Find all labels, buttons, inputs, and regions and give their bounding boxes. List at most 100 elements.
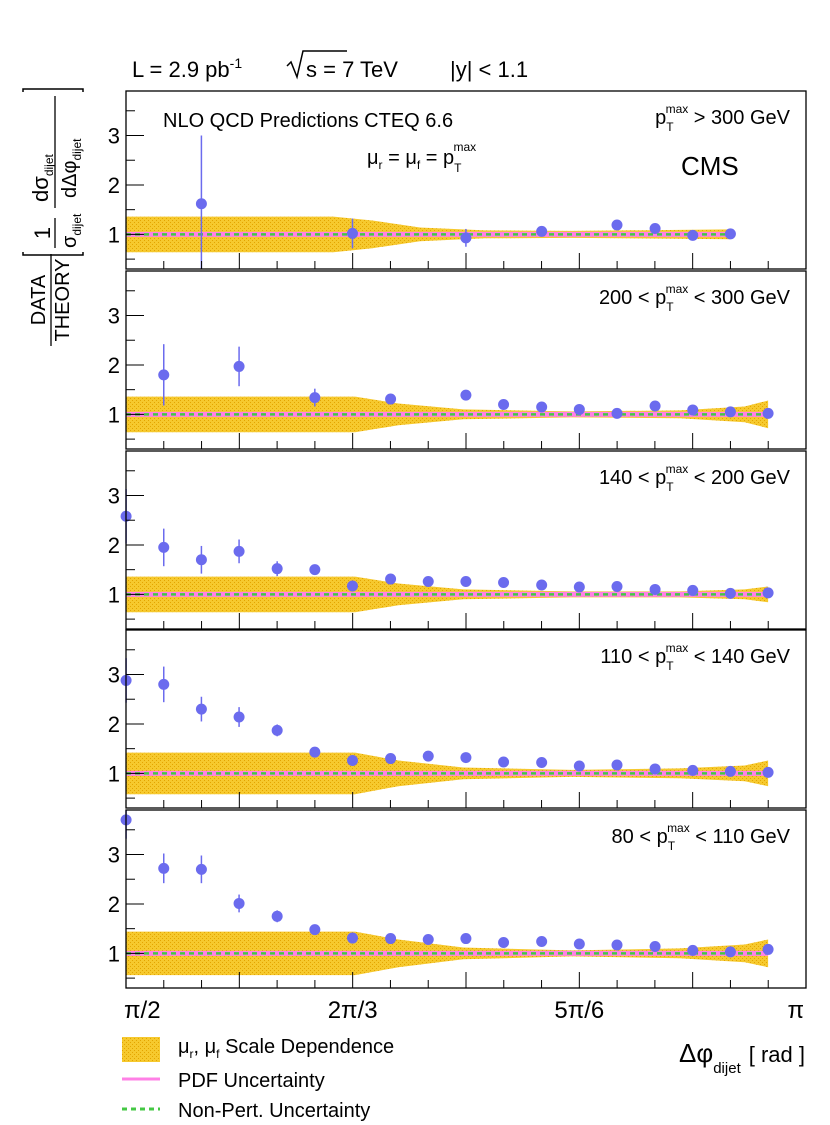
svg-text:dσdijet: dσdijet: [28, 153, 56, 202]
y-tick-label: 2: [108, 533, 120, 558]
svg-text:s = 7 TeV: s = 7 TeV: [306, 57, 398, 82]
data-point: [195, 863, 207, 875]
data-point: [460, 389, 472, 401]
data-point: [573, 581, 585, 593]
data-point: [649, 583, 661, 595]
y-axis-label: 1 σdijet dσdijet dΔφdijet DATA THEORY: [22, 88, 84, 346]
y-tick-label: 2: [108, 173, 120, 198]
data-point: [233, 897, 245, 909]
nlo-label: NLO QCD Predictions CTEQ 6.6: [163, 110, 453, 132]
x-tick-label: 2π/3: [328, 997, 378, 1024]
x-tick-label: π: [787, 997, 804, 1024]
data-point: [611, 219, 623, 231]
y-tick-label: 3: [108, 663, 120, 688]
data-point: [649, 400, 661, 412]
data-point: [346, 932, 358, 944]
y-tick-label: 1: [108, 582, 120, 607]
data-point: [611, 759, 623, 771]
y-tick-label: 3: [108, 304, 120, 329]
lumi-label: L = 2.9 pb-1: [132, 55, 242, 82]
sqrt-s-label: s = 7 TeV: [286, 50, 398, 82]
data-point: [687, 584, 699, 596]
y-tick-label: 1: [108, 761, 120, 786]
legend-entry-scale: μr, μf Scale Dependence: [122, 1036, 394, 1062]
panel-label: pTmax > 300 GeV: [655, 102, 791, 134]
panel-label: 80 < pTmax < 110 GeV: [612, 821, 791, 853]
y-tick-label: 2: [108, 353, 120, 378]
data-point: [687, 229, 699, 241]
data-point: [724, 587, 736, 599]
data-point: [271, 910, 283, 922]
panel-4: 1 2 3 110 < pTmax < 140 GeV: [108, 629, 807, 809]
y-tick-label: 1: [108, 941, 120, 966]
data-point: [573, 760, 585, 772]
data-point: [724, 765, 736, 777]
svg-text:Non-Pert. Uncertainty: Non-Pert. Uncertainty: [178, 1100, 370, 1122]
legend-entry-nonpert: Non-Pert. Uncertainty: [122, 1100, 370, 1122]
y-tick-label: 3: [108, 484, 120, 509]
data-point: [536, 225, 548, 237]
data-point: [611, 580, 623, 592]
data-point: [346, 227, 358, 239]
data-point: [195, 198, 207, 210]
data-point: [195, 703, 207, 715]
y-tick-label: 3: [108, 124, 120, 149]
data-point: [233, 360, 245, 372]
data-point: [498, 399, 510, 410]
panel-label: 110 < pTmax < 140 GeV: [600, 641, 790, 673]
data-point: [762, 407, 774, 419]
data-point: [724, 228, 736, 240]
data-point: [422, 750, 434, 762]
data-point: [611, 407, 623, 419]
data-point: [762, 766, 774, 778]
data-point: [271, 724, 283, 736]
data-point: [498, 756, 510, 768]
rapidity-label: |y| < 1.1: [450, 57, 528, 82]
data-point: [460, 933, 472, 945]
svg-text:1: 1: [30, 227, 55, 239]
data-point: [687, 404, 699, 416]
data-point: [724, 406, 736, 418]
data-point: [158, 862, 170, 874]
data-point: [346, 755, 358, 767]
x-tick-label: π/2: [124, 997, 161, 1024]
y-tick-label: 1: [108, 402, 120, 427]
data-point: [385, 573, 397, 585]
data-point: [158, 678, 170, 690]
legend-scale-swatch: [122, 1037, 160, 1062]
data-over-theory-label: DATA THEORY: [28, 254, 74, 346]
data-point: [649, 222, 661, 234]
data-point: [460, 576, 472, 588]
legend: μr, μf Scale Dependence PDF Uncertainty …: [122, 1036, 394, 1122]
svg-text:THEORY: THEORY: [52, 259, 74, 342]
data-point: [573, 403, 585, 415]
data-point: [422, 576, 434, 588]
data-point: [762, 587, 774, 599]
data-point: [422, 934, 434, 946]
y-tick-label: 3: [108, 843, 120, 868]
sqrt-symbol: [286, 50, 347, 80]
data-point: [536, 401, 548, 413]
data-point: [536, 936, 548, 948]
scale-choice-label: μr = μf = pTmax: [367, 140, 476, 175]
panels: 1 2 3 pTmax > 300 GeV 1 2 3 200 < pTmax < 300 G…: [108, 90, 807, 989]
data-point: [536, 757, 548, 769]
panel-5: 1 2 3 80 < pTmax < 110 GeV: [108, 809, 807, 989]
data-point: [195, 554, 207, 566]
data-point: [309, 746, 321, 758]
svg-text:dΔφdijet: dΔφdijet: [59, 138, 84, 198]
panel-1: 1 2 3 pTmax > 300 GeV: [108, 90, 807, 270]
panel-3: 1 2 3 140 < pTmax < 200 GeV: [108, 450, 807, 630]
svg-text:σdijet: σdijet: [59, 213, 84, 248]
data-point: [687, 764, 699, 776]
panel-label: 200 < pTmax < 300 GeV: [599, 282, 791, 314]
data-point: [460, 232, 472, 244]
data-point: [460, 752, 472, 764]
data-point: [158, 369, 170, 381]
data-point: [498, 577, 510, 589]
y-tick-label: 2: [108, 712, 120, 737]
data-point: [385, 393, 397, 405]
data-point: [309, 564, 321, 576]
data-point: [649, 940, 661, 952]
